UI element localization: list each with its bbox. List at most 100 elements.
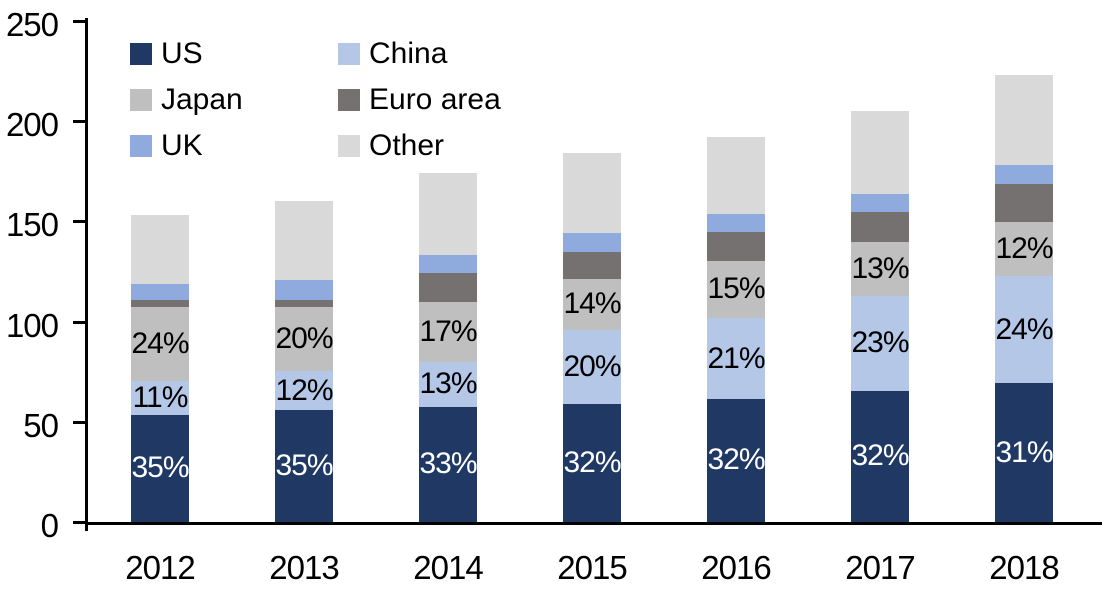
bar-segment-other: [707, 137, 765, 214]
bar-segment-euro-area: [851, 211, 909, 243]
x-axis-label: 2013: [269, 549, 339, 586]
y-axis-label: 250: [5, 6, 59, 43]
bar-segment-euro-area: [419, 272, 477, 303]
legend-item-uk: UK: [130, 131, 338, 161]
bar-segment-other: [851, 111, 909, 194]
x-axis-label: 2016: [701, 549, 771, 586]
bar-segment-other: [275, 201, 333, 280]
legend-item-euro-area: Euro area: [338, 85, 546, 115]
legend-label: Other: [369, 129, 445, 162]
bar-segment-china: 12%: [275, 371, 334, 410]
legend-swatch: [338, 135, 360, 157]
legend-swatch: [338, 43, 360, 65]
bar-segment-euro-area: [563, 252, 621, 279]
segment-data-label: 15%: [707, 272, 765, 306]
bar-segment-china: 11%: [131, 380, 189, 415]
legend-row: US China: [130, 31, 546, 77]
bar-2016: 32% 21% 15%: [707, 137, 766, 522]
bar-segment-us: 33%: [419, 406, 478, 522]
bar-segment-us: 32%: [707, 398, 766, 522]
bar-segment-uk: [995, 165, 1053, 184]
legend-item-china: China: [338, 39, 546, 69]
legend-row: UK Other: [130, 123, 546, 169]
legend-swatch: [130, 43, 152, 65]
segment-data-label: 33%: [419, 447, 477, 481]
segment-data-label: 20%: [563, 350, 621, 384]
bar-segment-euro-area: [275, 299, 333, 308]
segment-data-label: 12%: [275, 373, 333, 407]
y-axis-label: 100: [5, 306, 59, 344]
segment-data-label: 31%: [995, 435, 1053, 469]
legend-label: US: [161, 37, 203, 70]
y-tick-mark: [73, 320, 85, 324]
bar-2015: 32% 20% 14%: [563, 153, 622, 522]
x-axis-label: 2018: [989, 549, 1059, 586]
segment-data-label: 14%: [563, 287, 621, 321]
legend-row: Japan Euro area: [130, 77, 546, 123]
bar-segment-euro-area: [707, 232, 765, 261]
segment-data-label: 32%: [851, 439, 909, 473]
bar-segment-us: 35%: [131, 414, 190, 522]
legend-label: China: [369, 37, 448, 70]
bar-segment-other: [131, 215, 189, 284]
legend-label: Euro area: [369, 83, 501, 116]
segment-data-label: 35%: [275, 448, 333, 482]
bar-segment-uk: [131, 283, 189, 300]
x-axis-label: 2012: [125, 549, 195, 586]
segment-data-label: 21%: [707, 341, 765, 375]
bar-2018: 31% 24% 12%: [995, 75, 1054, 522]
segment-data-label: 35%: [131, 451, 189, 485]
segment-data-label: 13%: [419, 367, 477, 401]
bar-segment-euro-area: [131, 300, 189, 308]
bar-segment-china: 13%: [419, 361, 478, 407]
bar-segment-other: [419, 173, 477, 255]
bar-2013: 35% 12% 20%: [275, 201, 334, 522]
segment-data-label: 24%: [995, 312, 1053, 346]
x-axis-label: 2015: [557, 549, 627, 586]
bar-segment-uk: [275, 279, 333, 300]
y-tick-mark: [73, 420, 85, 424]
segment-data-label: 23%: [851, 326, 909, 360]
bar-segment-us: 32%: [851, 390, 910, 522]
legend-swatch: [130, 135, 152, 157]
bar-segment-other: [995, 75, 1053, 166]
bar-segment-china: 23%: [851, 295, 910, 391]
bar-segment-uk: [563, 233, 621, 253]
bar-segment-japan: 20%: [275, 307, 334, 372]
y-tick-mark: [73, 20, 85, 23]
bar-segment-other: [563, 153, 621, 234]
bar-segment-japan: 15%: [707, 260, 766, 319]
bar-segment-japan: 17%: [419, 302, 478, 362]
segment-data-label: 17%: [419, 315, 477, 349]
x-axis-label: 2017: [845, 549, 915, 586]
bar-segment-uk: [707, 213, 765, 233]
bar-segment-japan: 24%: [131, 307, 190, 381]
y-axis-label: 0: [40, 507, 59, 544]
bar-segment-uk: [419, 254, 477, 273]
legend-swatch: [338, 89, 360, 111]
segment-data-label: 20%: [275, 322, 333, 356]
y-axis-label: 200: [5, 106, 59, 144]
segment-data-label: 13%: [851, 252, 909, 286]
bar-segment-japan: 12%: [995, 222, 1054, 277]
chart-legend: US China Japan Euro area UK Other: [130, 31, 546, 169]
legend-item-us: US: [130, 39, 338, 69]
y-axis-line: [85, 18, 88, 531]
legend-item-japan: Japan: [130, 85, 338, 115]
segment-data-label: 12%: [995, 232, 1053, 266]
segment-data-label: 11%: [132, 380, 189, 414]
segment-data-label: 24%: [131, 327, 189, 361]
bar-2017: 32% 23% 13%: [851, 111, 910, 522]
bar-segment-china: 24%: [995, 276, 1054, 384]
bar-segment-china: 20%: [563, 330, 622, 404]
y-tick-mark: [73, 521, 85, 524]
legend-label: UK: [161, 129, 203, 162]
bar-segment-us: 35%: [275, 409, 334, 522]
bar-segment-japan: 14%: [563, 278, 622, 331]
bar-segment-us: 32%: [563, 403, 622, 522]
bar-2014: 33% 13% 17%: [419, 173, 478, 522]
y-axis-label: 150: [5, 206, 59, 244]
bar-segment-euro-area: [995, 183, 1053, 223]
legend-label: Japan: [161, 83, 243, 116]
